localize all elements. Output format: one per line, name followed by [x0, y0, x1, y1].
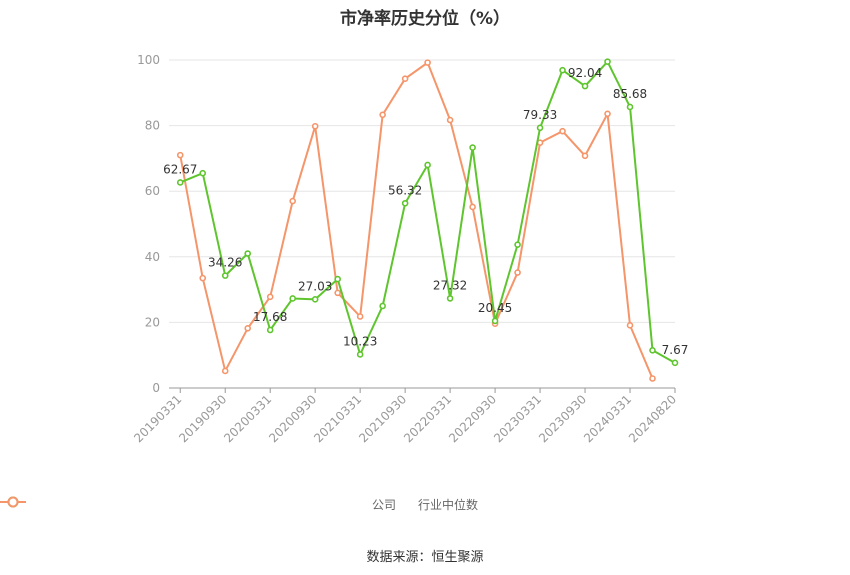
x-tick-label: 20210331: [311, 392, 364, 445]
x-tick-label: 20220930: [446, 392, 499, 445]
legend-industry-marker: [0, 496, 26, 508]
data-point-0: [649, 346, 656, 354]
data-point-1: [649, 375, 656, 382]
data-point-1: [424, 59, 431, 66]
data-label: 17.68: [253, 310, 287, 324]
legend-company-label: 公司: [371, 498, 396, 512]
x-tick-label: 20240331: [581, 392, 634, 445]
data-point-1: [626, 322, 634, 329]
x-tick-label: 20200331: [221, 392, 274, 445]
data-point-1: [266, 293, 274, 301]
data-point-0: [176, 179, 184, 186]
data-point-0: [559, 66, 566, 74]
y-tick-label: 60: [145, 184, 160, 198]
data-point-0: [581, 82, 589, 90]
data-point-1: [221, 367, 229, 375]
x-tick-label: 20240820: [626, 392, 679, 445]
data-point-0: [536, 124, 544, 132]
data-point-0: [289, 295, 296, 302]
data-label: 85.68: [613, 87, 647, 101]
x-tick-label: 20190930: [176, 392, 229, 445]
legend: 公司 行业中位数: [0, 496, 850, 513]
data-label: 34.26: [208, 256, 242, 270]
chart-title: 市净率历史分位（%）: [339, 9, 511, 29]
data-point-0: [266, 326, 274, 334]
data-label: 79.33: [523, 108, 557, 122]
data-point-1: [559, 127, 566, 135]
data-point-0: [514, 241, 521, 248]
data-point-1: [176, 151, 184, 159]
data-point-1: [311, 122, 319, 130]
data-point-1: [334, 289, 341, 297]
x-tick-label: 20200930: [266, 392, 319, 445]
data-point-1: [469, 203, 476, 211]
data-point-0: [401, 199, 409, 207]
data-point-0: [424, 161, 431, 169]
data-point-0: [221, 272, 229, 279]
data-label: 92.04: [568, 66, 602, 80]
data-point-1: [289, 197, 296, 205]
data-point-0: [446, 295, 454, 302]
data-point-0: [199, 169, 207, 177]
data-point-0: [311, 296, 319, 303]
data-point-1: [244, 325, 252, 332]
data-point-0: [334, 275, 341, 283]
data-point-1: [356, 313, 364, 320]
y-tick-label: 80: [145, 119, 160, 133]
data-point-0: [469, 144, 476, 151]
data-source: 数据来源：恒生聚源: [366, 550, 484, 565]
data-label: 27.32: [433, 278, 467, 292]
data-point-0: [379, 302, 386, 310]
data-point-0: [671, 359, 679, 367]
x-tick-label: 20230331: [491, 392, 544, 445]
data-point-1: [401, 75, 409, 82]
data-point-0: [491, 317, 499, 325]
data-point-0: [244, 250, 252, 257]
data-point-0: [604, 58, 611, 65]
x-tick-label: 20210930: [356, 392, 409, 445]
data-point-0: [356, 351, 364, 358]
data-label: 27.03: [298, 279, 332, 293]
data-label: 7.67: [662, 343, 689, 357]
legend-item-company[interactable]: 公司: [0, 496, 396, 513]
data-point-1: [199, 274, 207, 282]
data-point-1: [446, 116, 454, 124]
data-point-1: [514, 269, 521, 276]
series-line-1: [179, 61, 654, 379]
x-tick-label: 20230930: [536, 392, 589, 445]
legend-industry-label: 行业中位数: [418, 498, 479, 512]
data-label: 62.67: [163, 162, 197, 176]
data-point-1: [604, 110, 611, 118]
y-tick-label: 100: [137, 53, 160, 67]
data-label: 10.23: [343, 334, 377, 348]
y-tick-label: 40: [145, 250, 160, 264]
data-label: 20.45: [478, 301, 512, 315]
y-tick-label: 20: [145, 315, 160, 329]
data-point-0: [626, 103, 634, 111]
data-point-1: [379, 111, 386, 119]
x-tick-label: 20190331: [131, 392, 184, 445]
data-point-1: [581, 152, 589, 160]
x-tick-label: 20220331: [401, 392, 454, 445]
legend-item-industry[interactable]: 行业中位数: [0, 496, 479, 513]
y-tick-label: 0: [152, 381, 160, 395]
data-label: 56.32: [388, 183, 422, 197]
